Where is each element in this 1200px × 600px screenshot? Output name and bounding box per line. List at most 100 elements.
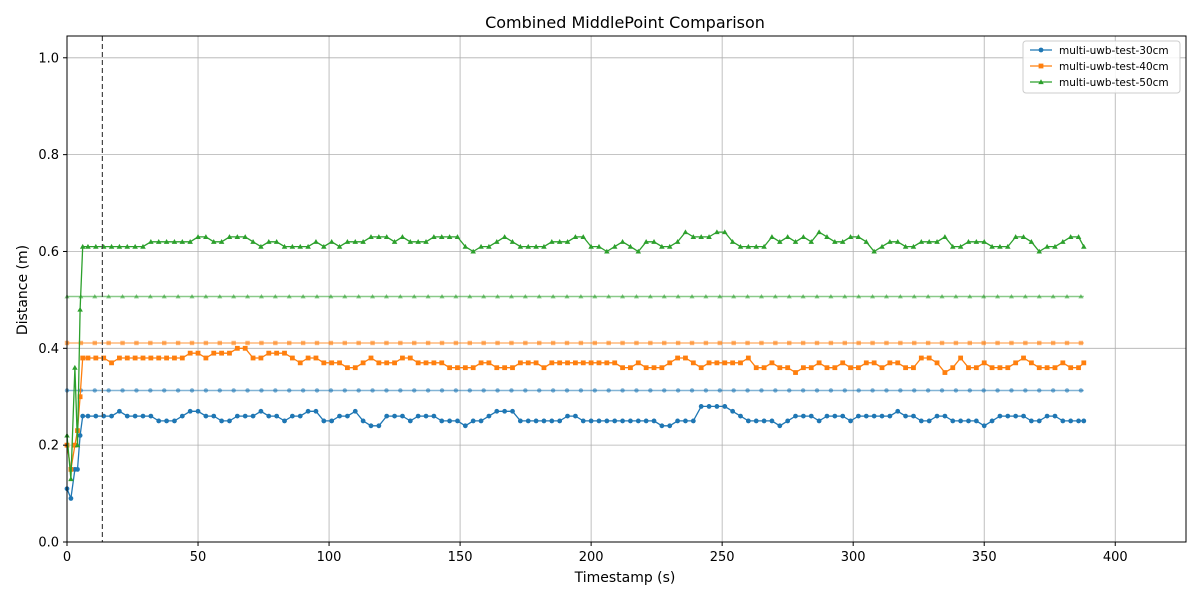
reference-point bbox=[1037, 340, 1042, 346]
data-point bbox=[266, 350, 272, 356]
data-point bbox=[824, 365, 830, 371]
reference-point bbox=[675, 293, 681, 299]
reference-point bbox=[898, 388, 903, 393]
data-point bbox=[753, 243, 759, 249]
reference-point bbox=[787, 388, 792, 393]
reference-point bbox=[328, 388, 334, 393]
data-point bbox=[68, 496, 74, 501]
data-point bbox=[1044, 365, 1050, 371]
data-point bbox=[643, 418, 649, 424]
data-point bbox=[156, 355, 162, 361]
data-point bbox=[148, 413, 154, 419]
data-point bbox=[934, 360, 940, 366]
reference-point bbox=[564, 388, 570, 393]
reference-point bbox=[814, 388, 820, 393]
data-point bbox=[675, 418, 681, 424]
reference-point bbox=[356, 388, 361, 393]
reference-point bbox=[175, 293, 181, 299]
reference-point bbox=[217, 340, 222, 346]
reference-point bbox=[523, 388, 528, 393]
data-point bbox=[738, 360, 743, 366]
reference-point bbox=[314, 340, 320, 346]
data-point bbox=[211, 350, 217, 356]
data-point bbox=[297, 243, 303, 249]
data-point bbox=[588, 243, 594, 249]
data-point bbox=[140, 413, 146, 419]
reference-point bbox=[1023, 340, 1028, 346]
reference-point bbox=[578, 340, 584, 346]
data-point bbox=[525, 418, 531, 424]
data-point bbox=[564, 239, 571, 244]
reference-point bbox=[578, 388, 584, 393]
reference-point bbox=[981, 388, 986, 393]
data-point bbox=[863, 360, 869, 366]
data-point bbox=[918, 239, 925, 244]
reference-point bbox=[384, 388, 389, 393]
data-point bbox=[242, 345, 248, 351]
data-point bbox=[769, 234, 775, 240]
data-point bbox=[282, 350, 287, 356]
reference-point bbox=[606, 340, 611, 346]
data-point bbox=[565, 413, 570, 419]
reference-point bbox=[953, 293, 959, 299]
reference-point bbox=[925, 388, 931, 393]
data-point bbox=[234, 345, 240, 351]
chart-title: Combined MiddlePoint Comparison bbox=[485, 13, 765, 32]
data-point bbox=[950, 243, 956, 249]
data-point bbox=[462, 365, 468, 371]
data-point bbox=[400, 413, 405, 419]
data-point bbox=[549, 239, 555, 244]
data-point bbox=[847, 234, 854, 240]
data-point bbox=[800, 413, 806, 419]
y-axis: 0.0 0.2 0.4 0.6 0.8 1.0 bbox=[38, 51, 67, 551]
data-point bbox=[447, 418, 453, 424]
data-point bbox=[572, 234, 579, 240]
data-point bbox=[730, 408, 736, 414]
data-point bbox=[423, 239, 429, 244]
reference-point bbox=[898, 340, 903, 346]
data-point bbox=[117, 355, 122, 361]
data-point bbox=[415, 360, 421, 366]
data-point bbox=[101, 355, 107, 361]
data-point bbox=[439, 418, 445, 424]
reference-point bbox=[967, 340, 972, 346]
data-point bbox=[218, 239, 225, 244]
data-point bbox=[525, 360, 531, 366]
data-point bbox=[384, 413, 390, 419]
data-point bbox=[706, 404, 712, 409]
data-point bbox=[769, 360, 775, 366]
data-point bbox=[557, 360, 563, 366]
data-point bbox=[1020, 234, 1027, 240]
reference-point bbox=[912, 388, 917, 393]
data-point bbox=[1052, 243, 1058, 249]
data-point bbox=[108, 243, 115, 249]
data-point bbox=[455, 418, 460, 424]
data-point bbox=[470, 248, 476, 254]
data-point bbox=[541, 243, 547, 249]
data-point bbox=[635, 360, 641, 366]
reference-point bbox=[814, 293, 820, 299]
data-point bbox=[1013, 413, 1019, 419]
data-point bbox=[478, 360, 484, 366]
reference-point bbox=[759, 340, 764, 346]
data-point bbox=[80, 355, 86, 361]
data-point bbox=[454, 234, 461, 240]
reference-point bbox=[258, 293, 264, 299]
reference-point bbox=[1078, 340, 1084, 346]
reference-point bbox=[148, 340, 153, 346]
reference-point bbox=[1064, 388, 1070, 393]
data-point bbox=[604, 360, 610, 366]
data-point bbox=[816, 229, 822, 235]
data-point bbox=[132, 243, 138, 249]
reference-point bbox=[467, 340, 472, 346]
reference-point bbox=[800, 293, 806, 299]
legend-entry: multi-uwb-test-50cm bbox=[1059, 77, 1169, 89]
reference-point bbox=[231, 293, 237, 299]
data-point bbox=[517, 418, 523, 424]
reference-point bbox=[592, 340, 597, 346]
data-point bbox=[501, 234, 508, 240]
reference-point bbox=[897, 293, 903, 299]
reference-point bbox=[175, 388, 181, 393]
data-point bbox=[682, 229, 689, 235]
